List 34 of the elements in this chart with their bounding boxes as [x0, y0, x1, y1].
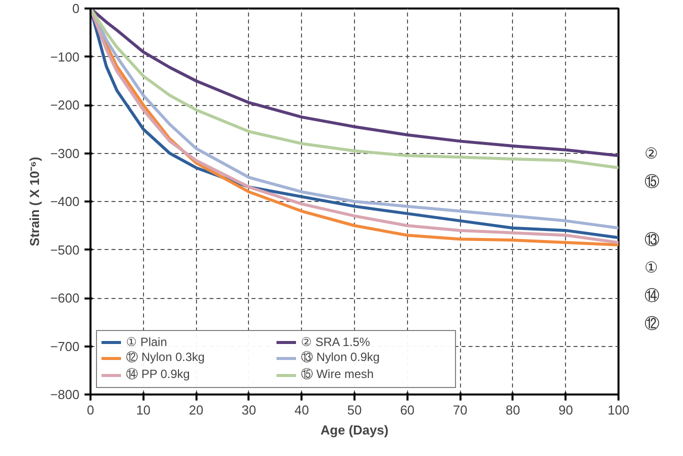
x-tick-label: 90 [558, 402, 573, 418]
y-tick-label: −800 [50, 387, 80, 402]
text: ① [644, 260, 658, 276]
x-tick-label: 0 [86, 402, 94, 418]
y-tick-label: −300 [50, 146, 80, 161]
y-tick-label: 0 [72, 1, 80, 16]
x-tick-label: 10 [136, 402, 151, 418]
y-axis-title: Strain ( X 10⁻⁶) [27, 156, 42, 246]
y-tick-label: −500 [50, 242, 80, 258]
text: ⑭ [644, 288, 660, 304]
x-axis-title: Age (Days) [320, 422, 388, 438]
legend-label: ⑭ PP 0.9kg [126, 366, 191, 383]
text: ⑫ [644, 316, 660, 332]
y-tick-label: −700 [50, 338, 80, 354]
y-tick-label: −200 [50, 98, 80, 112]
legend-label: ⑬ Nylon 0.9kg [301, 349, 381, 366]
x-tick-label: 20 [188, 402, 204, 418]
x-tick-label: 80 [506, 402, 520, 418]
x-tick-label: 60 [400, 402, 415, 418]
y-tick-label: −100 [50, 49, 80, 64]
y-tick-label: −400 [50, 194, 80, 209]
legend-label: ⑫ Nylon 0.3kg [126, 349, 206, 366]
x-tick-label: 30 [242, 402, 256, 418]
y-tick-label: −600 [50, 290, 80, 306]
x-tick-label: 100 [608, 402, 630, 418]
legend-label: ① Plain [126, 335, 168, 349]
x-tick-label: 70 [452, 402, 468, 418]
text: ② [644, 146, 658, 162]
legend-label: ② SRA 1.5% [301, 335, 372, 349]
x-tick-label: 40 [294, 402, 309, 418]
legend-label: ⑮ Wire mesh [301, 366, 375, 383]
text: ⑮ [644, 174, 660, 190]
x-tick-label: 50 [347, 402, 362, 418]
text: ⑬ [644, 232, 660, 248]
